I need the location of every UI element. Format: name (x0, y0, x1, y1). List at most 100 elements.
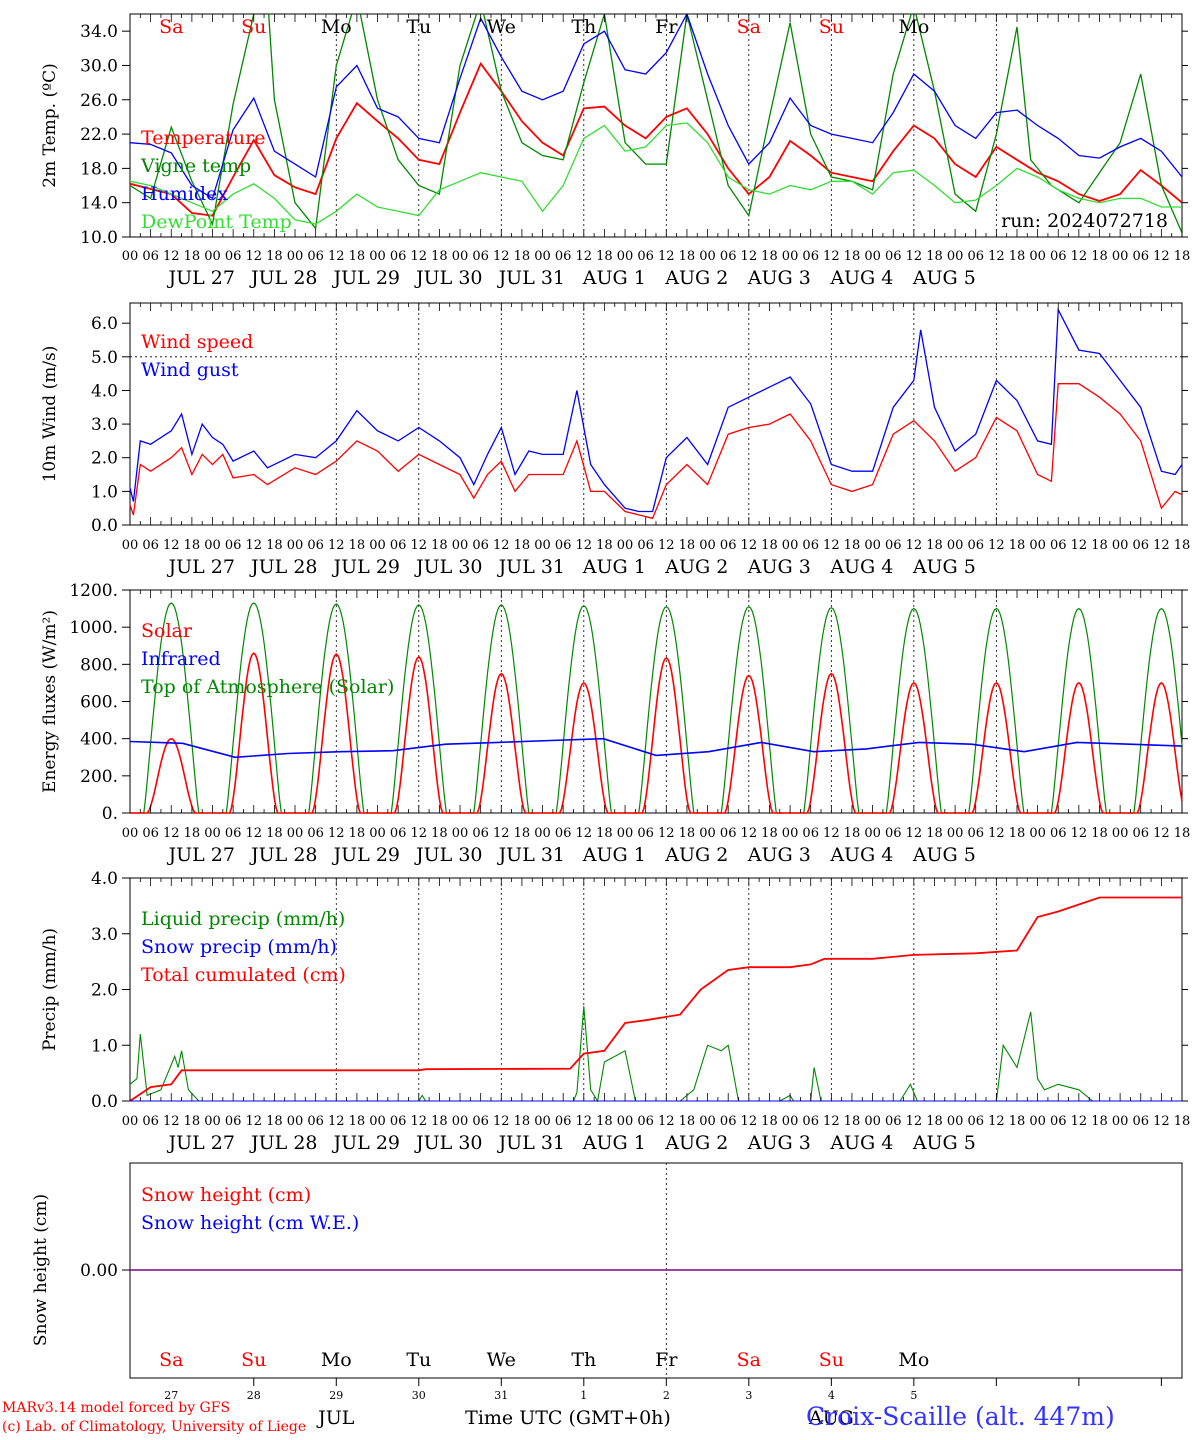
hour-tick-label: 00 (1029, 538, 1046, 553)
hour-tick-label: 00 (782, 538, 799, 553)
energy-line-infrared (129, 737, 1183, 759)
y-tick-label: 6.0 (91, 314, 118, 334)
day-name: We (487, 16, 516, 38)
hour-tick-label: 18 (349, 1114, 366, 1129)
hour-tick-label: 18 (431, 249, 448, 264)
hour-tick-label: 18 (1091, 826, 1108, 841)
hour-tick-label: 18 (926, 249, 943, 264)
hour-tick-label: 00 (452, 249, 469, 264)
temp-line-dewpoint-temp (130, 122, 1182, 225)
hour-tick-label: 18 (679, 538, 696, 553)
temp-ylabel: 2m Temp. (ºC) (40, 63, 60, 188)
hour-tick-label: 00 (534, 538, 551, 553)
hour-tick-label: 06 (885, 1114, 902, 1129)
hour-tick-label: 06 (720, 1114, 737, 1129)
hour-tick-label: 18 (184, 1114, 201, 1129)
precip-ylabel: Precip (mm/h) (40, 928, 60, 1051)
day-name: Tu (406, 16, 431, 38)
hour-tick-label: 12 (1153, 1114, 1170, 1129)
date-label: JUL 27 (167, 267, 235, 289)
date-label: AUG 2 (664, 267, 728, 289)
hour-tick-label: 18 (596, 249, 613, 264)
y-tick-label: 4.0 (91, 869, 118, 889)
date-label: AUG 3 (747, 844, 811, 866)
hour-tick-label: 06 (1050, 538, 1067, 553)
hour-tick-label: 18 (514, 538, 531, 553)
snow-legend-snow-height-cm: Snow height (cm) (141, 1184, 311, 1206)
hour-tick-label: 00 (699, 249, 716, 264)
day-name: Su (241, 16, 266, 38)
y-tick-label: 14.0 (80, 194, 118, 214)
date-label: JUL 31 (497, 844, 565, 866)
temp-legend-vigne-temp: Vigne temp (140, 155, 251, 177)
hour-tick-label: 06 (555, 1114, 572, 1129)
y-tick-label: 34.0 (80, 22, 118, 42)
hour-tick-label: 00 (452, 538, 469, 553)
hour-tick-label: 12 (1153, 538, 1170, 553)
date-label: AUG 4 (829, 556, 893, 578)
day-name: Sa (737, 1349, 761, 1371)
hour-tick-label: 12 (411, 1114, 428, 1129)
hour-tick-label: 06 (637, 826, 654, 841)
date-label: AUG 4 (829, 1132, 893, 1154)
hour-tick-label: 06 (307, 538, 324, 553)
hour-tick-label: 12 (1071, 826, 1088, 841)
hour-tick-label: 06 (225, 249, 242, 264)
energy-legend-top-of-atmosphere-solar: Top of Atmosphere (Solar) (141, 676, 394, 698)
hour-tick-label: 06 (225, 1114, 242, 1129)
y-tick-label: 400. (80, 730, 118, 750)
day-number: 2 (663, 1389, 670, 1402)
hour-tick-label: 18 (431, 826, 448, 841)
hour-tick-label: 06 (967, 538, 984, 553)
hour-tick-label: 12 (328, 1114, 345, 1129)
date-label: AUG 3 (747, 1132, 811, 1154)
temp-line-humidex (130, 14, 1182, 200)
hour-tick-label: 06 (472, 1114, 489, 1129)
hour-tick-label: 18 (844, 249, 861, 264)
y-tick-label: 3.0 (91, 415, 118, 435)
hour-tick-label: 06 (802, 826, 819, 841)
hour-tick-label: 06 (555, 538, 572, 553)
hour-tick-label: 06 (1132, 249, 1149, 264)
hour-tick-label: 18 (679, 826, 696, 841)
date-label: JUL 28 (249, 556, 317, 578)
hour-tick-label: 12 (1153, 826, 1170, 841)
day-name: Fr (655, 16, 678, 38)
hour-tick-label: 00 (452, 1114, 469, 1129)
temp-series (130, 14, 1182, 233)
energy-ylabel: Energy fluxes (W/m²) (40, 610, 60, 793)
day-number: 1 (580, 1389, 587, 1402)
date-label: AUG 1 (582, 556, 646, 578)
day-name: Th (571, 1349, 596, 1371)
hour-tick-label: 18 (514, 249, 531, 264)
hour-tick-label: 18 (1009, 538, 1026, 553)
hour-tick-label: 12 (1071, 249, 1088, 264)
date-label: AUG 4 (829, 844, 893, 866)
hour-tick-label: 06 (307, 826, 324, 841)
hour-tick-label: 12 (411, 249, 428, 264)
hour-tick-label: 18 (184, 538, 201, 553)
hour-tick-label: 12 (328, 249, 345, 264)
date-label: AUG 5 (912, 267, 976, 289)
hour-tick-label: 06 (967, 826, 984, 841)
hour-tick-label: 12 (163, 1114, 180, 1129)
hour-tick-label: 00 (204, 249, 221, 264)
y-tick-label: 0. (102, 804, 118, 824)
hour-tick-label: 12 (741, 249, 758, 264)
hour-tick-label: 00 (204, 538, 221, 553)
hour-tick-label: 00 (534, 826, 551, 841)
hour-tick-label: 18 (349, 826, 366, 841)
hour-tick-label: 18 (1009, 249, 1026, 264)
hour-tick-label: 06 (142, 1114, 159, 1129)
date-label: AUG 1 (582, 1132, 646, 1154)
y-tick-label: 1.0 (91, 1036, 118, 1056)
hour-tick-label: 00 (369, 249, 386, 264)
y-tick-label: 1.0 (91, 482, 118, 502)
hour-tick-label: 12 (823, 826, 840, 841)
day-number: 29 (329, 1389, 343, 1402)
hour-tick-label: 00 (617, 249, 634, 264)
hour-tick-label: 06 (225, 826, 242, 841)
wind-legend-wind-gust: Wind gust (141, 359, 239, 381)
day-name: Mo (898, 16, 929, 38)
hour-tick-label: 12 (163, 826, 180, 841)
